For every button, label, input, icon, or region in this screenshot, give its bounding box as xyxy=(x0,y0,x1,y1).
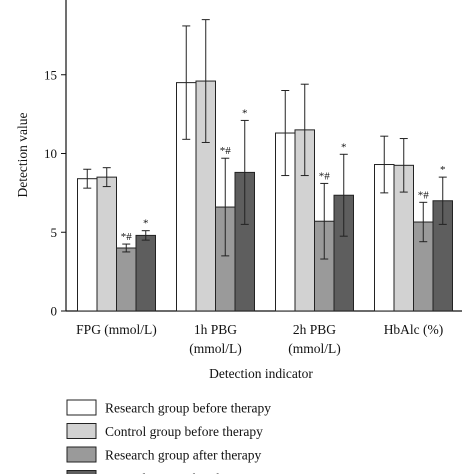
legend-swatch xyxy=(66,470,97,474)
x-axis-title: Detection indicator xyxy=(209,366,313,381)
x-tick-label: FPG (mmol/L) xyxy=(76,322,157,337)
bar xyxy=(135,234,156,312)
y-axis-title: Detection value xyxy=(15,112,30,197)
x-tick-label: (mmol/L) xyxy=(288,341,341,356)
bar xyxy=(96,176,117,312)
legend-label: Control group after therapy xyxy=(105,471,253,474)
legend-label: Control group before therapy xyxy=(105,424,263,439)
significance-mark: *# xyxy=(220,145,232,157)
legend-swatch xyxy=(66,446,97,463)
x-tick-label: (mmol/L) xyxy=(189,341,242,356)
significance-mark: * xyxy=(341,141,347,153)
significance-mark: * xyxy=(143,218,149,230)
legend-swatch xyxy=(66,399,97,416)
y-tick-label: 5 xyxy=(51,225,58,240)
legend-swatch xyxy=(66,423,97,439)
legend: Research group before therapy Control gro… xyxy=(66,399,271,474)
significance-mark: *# xyxy=(418,189,430,201)
legend-label: Research group after therapy xyxy=(105,448,262,463)
significance-mark: *# xyxy=(121,231,133,243)
significance-mark: *# xyxy=(319,170,331,182)
bar xyxy=(77,178,98,312)
y-tick-label: 10 xyxy=(44,146,57,161)
legend-label: Research group before therapy xyxy=(105,401,271,416)
x-tick-label: HbAlc (%) xyxy=(384,322,444,337)
x-tick-label: 2h PBG xyxy=(293,322,336,337)
y-tick-label: 15 xyxy=(44,67,57,82)
x-tick-label: 1h PBG xyxy=(194,322,237,337)
y-tick-label: 0 xyxy=(51,304,58,319)
bar xyxy=(116,247,137,312)
plot-area: 0 5 10 15 *# * *# * *# * *# * FPG (mmol/L) 1h PBG (mmo… xyxy=(44,0,462,356)
significance-mark: * xyxy=(242,107,248,119)
significance-mark: * xyxy=(440,164,446,176)
